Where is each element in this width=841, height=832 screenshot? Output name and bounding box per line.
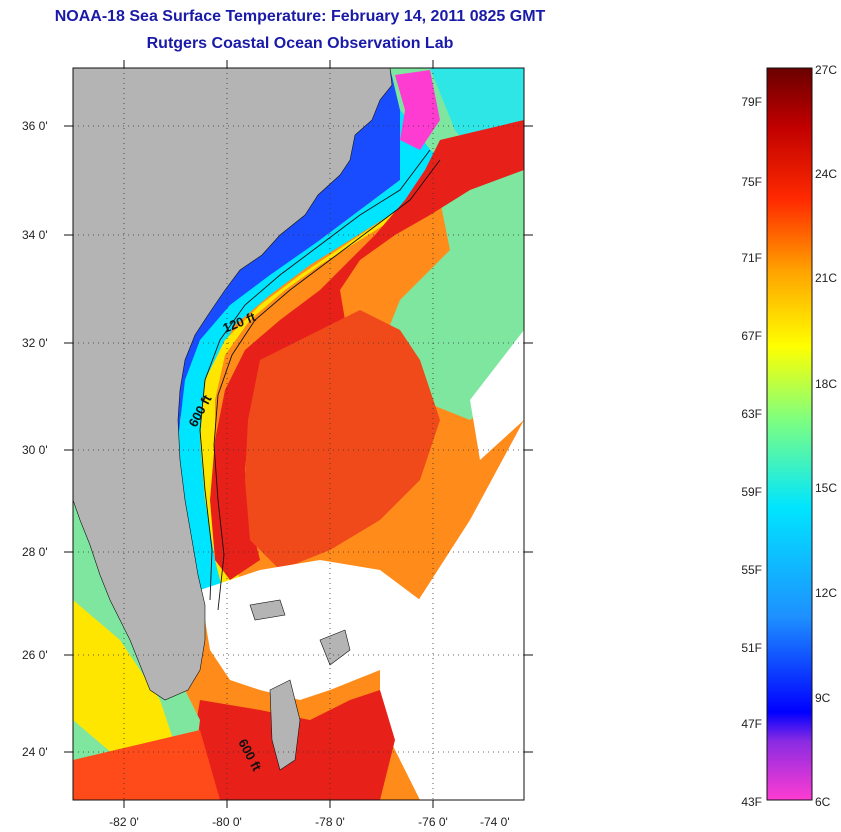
lon-label: -82 0': [109, 815, 139, 829]
lon-label: -74 0': [480, 815, 510, 829]
gulf-of-mexico-yellow: [73, 600, 180, 760]
contour-120ft: [199, 149, 431, 601]
map-title: NOAA-18 Sea Surface Temperature: Februar…: [54, 8, 546, 25]
map-subtitle: Rutgers Coastal Ocean Observation Lab: [146, 35, 454, 52]
bahamas-island-2: [319, 629, 351, 666]
tick-marks: [64, 60, 533, 808]
lat-label: 24 0': [22, 745, 48, 759]
lat-label: 30 0': [22, 443, 48, 457]
pamlico-sound: [395, 70, 440, 150]
depth-contours: [199, 149, 441, 611]
lat-label: 32 0': [22, 336, 48, 350]
lon-label: -78 0': [315, 815, 345, 829]
graticule: [73, 68, 524, 800]
gulf-stream-spread: [245, 310, 440, 570]
lon-label: -76 0': [418, 815, 448, 829]
lon-label: -80 0': [212, 815, 242, 829]
keys-warm-water: [73, 730, 220, 800]
map-frame: [72, 67, 525, 801]
coastal-cold-band: [125, 68, 430, 640]
bahamas-island: [269, 679, 301, 771]
lat-label: 26 0': [22, 648, 48, 662]
lat-label: 34 0': [22, 228, 48, 242]
land-mass: [73, 68, 393, 701]
lat-label: 28 0': [22, 545, 48, 559]
contour-600ft: [213, 159, 441, 611]
cloud-cover-northeast: [470, 330, 524, 460]
gulf-stream: [210, 120, 524, 580]
cloud-cover-east: [380, 420, 524, 800]
bahamas-island-3: [249, 599, 286, 621]
lat-label: 36 0': [22, 119, 48, 133]
cloud-cover: [200, 560, 420, 700]
